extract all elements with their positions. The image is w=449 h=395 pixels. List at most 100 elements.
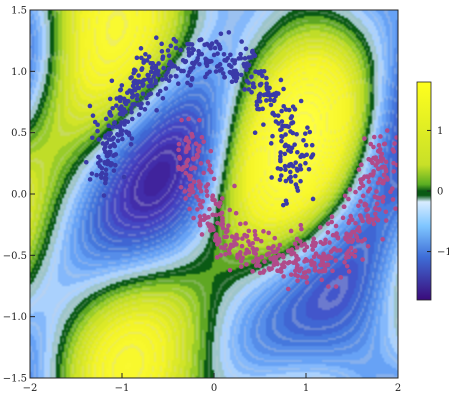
- series-b-point: [302, 248, 307, 253]
- series-b-point: [208, 148, 214, 154]
- series-b-point: [202, 213, 207, 218]
- series-a-point: [126, 130, 132, 136]
- series-b-point: [333, 284, 339, 289]
- series-a-point: [283, 167, 288, 172]
- series-a-point: [223, 58, 229, 63]
- y-tick-label: 1.5: [11, 6, 27, 17]
- series-b-point: [231, 242, 237, 248]
- series-b-point: [176, 147, 181, 153]
- series-b-point: [318, 262, 323, 268]
- series-b-point: [261, 229, 266, 234]
- series-b-point: [226, 223, 231, 228]
- colorbar-tick-label: 1: [437, 126, 443, 137]
- series-b-point: [346, 196, 351, 202]
- series-b-point: [298, 239, 303, 244]
- series-b-point: [186, 116, 191, 122]
- series-a-point: [111, 168, 117, 173]
- series-a-point: [103, 135, 108, 140]
- x-tick-label: 0: [211, 383, 217, 394]
- series-a-point: [188, 67, 194, 73]
- series-b-point: [232, 183, 237, 189]
- x-tick-label: −1: [115, 383, 130, 394]
- series-b-point: [292, 241, 298, 246]
- series-a-point: [295, 149, 300, 155]
- series-a-point: [267, 93, 273, 99]
- series-a-point: [128, 141, 134, 147]
- series-b-point: [367, 186, 373, 192]
- series-b-point: [191, 215, 196, 221]
- y-tick-label: 0.0: [11, 190, 27, 201]
- series-b-point: [250, 269, 255, 274]
- series-b-point: [176, 141, 182, 147]
- series-a-point: [108, 113, 114, 118]
- series-b-point: [192, 166, 198, 171]
- series-a-point: [95, 128, 100, 134]
- series-b-point: [344, 231, 349, 237]
- series-a-point: [130, 102, 135, 107]
- series-b-point: [346, 269, 352, 274]
- series-b-point: [277, 242, 283, 248]
- series-a-point: [134, 96, 140, 102]
- series-b-point: [334, 231, 339, 236]
- series-a-point: [289, 121, 294, 126]
- series-a-point: [146, 54, 152, 60]
- series-b-point: [391, 149, 397, 154]
- series-b-point: [239, 243, 245, 249]
- series-b-point: [371, 144, 376, 150]
- series-a-point: [190, 46, 195, 52]
- series-b-point: [390, 197, 396, 202]
- series-b-point: [356, 167, 362, 172]
- series-a-point: [257, 94, 262, 100]
- series-a-point: [131, 70, 136, 76]
- series-a-point: [134, 92, 140, 98]
- series-b-point: [197, 222, 203, 228]
- series-a-point: [113, 162, 118, 168]
- series-a-point: [233, 68, 238, 74]
- series-b-point: [187, 183, 193, 189]
- series-b-point: [304, 280, 310, 285]
- series-b-point: [291, 260, 296, 265]
- series-b-point: [275, 246, 281, 252]
- series-b-point: [297, 268, 302, 274]
- series-b-point: [215, 242, 220, 247]
- series-a-point: [268, 141, 274, 146]
- series-b-point: [383, 159, 389, 165]
- series-a-point: [281, 86, 286, 92]
- series-b-point: [304, 274, 309, 280]
- series-a-point: [299, 152, 305, 158]
- series-b-point: [352, 248, 358, 254]
- series-b-point: [247, 242, 253, 248]
- series-a-point: [303, 142, 309, 148]
- series-a-point: [163, 73, 169, 78]
- series-b-point: [350, 237, 356, 243]
- series-a-point: [159, 77, 165, 82]
- series-b-point: [183, 137, 188, 143]
- series-a-point: [108, 162, 114, 168]
- series-a-point: [246, 62, 252, 68]
- series-a-point: [136, 79, 142, 84]
- series-a-point: [258, 69, 264, 75]
- series-a-point: [160, 56, 165, 62]
- series-a-point: [264, 84, 270, 90]
- series-a-point: [145, 72, 151, 78]
- series-a-point: [163, 86, 169, 91]
- series-b-point: [329, 214, 335, 219]
- series-a-point: [110, 105, 116, 111]
- series-a-point: [140, 83, 145, 88]
- series-b-point: [365, 213, 371, 218]
- series-a-point: [293, 160, 299, 165]
- series-b-point: [281, 260, 287, 265]
- series-a-point: [273, 93, 278, 99]
- series-b-point: [200, 199, 206, 204]
- series-a-point: [278, 166, 284, 172]
- series-b-point: [348, 213, 354, 219]
- series-b-point: [262, 259, 267, 264]
- series-b-point: [213, 201, 219, 207]
- series-b-point: [316, 269, 322, 274]
- series-b-point: [190, 189, 195, 195]
- series-b-point: [381, 164, 387, 170]
- series-a-point: [142, 107, 148, 112]
- series-b-point: [228, 245, 233, 250]
- series-a-point: [196, 48, 201, 54]
- series-b-point: [220, 215, 225, 221]
